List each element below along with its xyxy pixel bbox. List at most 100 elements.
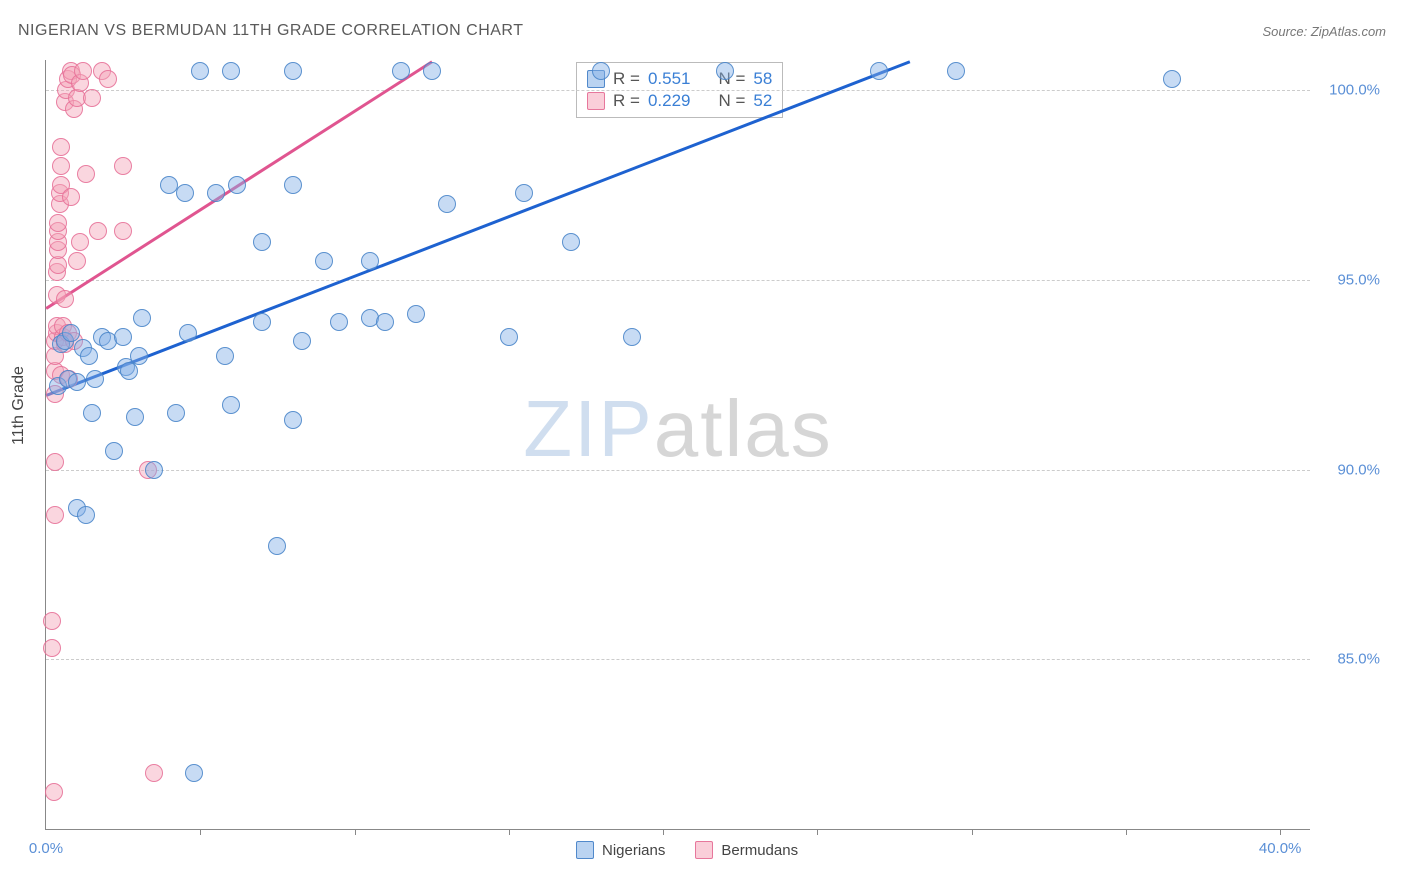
y-tick-label: 85.0% (1320, 651, 1380, 668)
data-point-nigerians (179, 324, 197, 342)
data-point-nigerians (562, 233, 580, 251)
series-legend-item: Nigerians (576, 841, 665, 859)
data-point-bermudans (43, 639, 61, 657)
legend-n-value: 58 (753, 69, 772, 89)
watermark: ZIPatlas (523, 383, 832, 475)
data-point-nigerians (592, 62, 610, 80)
data-point-nigerians (293, 332, 311, 350)
data-point-nigerians (62, 324, 80, 342)
data-point-nigerians (1163, 70, 1181, 88)
data-point-bermudans (83, 89, 101, 107)
data-point-bermudans (46, 453, 64, 471)
data-point-bermudans (68, 252, 86, 270)
data-point-bermudans (114, 157, 132, 175)
data-point-nigerians (623, 328, 641, 346)
data-point-bermudans (114, 222, 132, 240)
data-point-nigerians (167, 404, 185, 422)
series-name: Nigerians (602, 842, 665, 859)
x-tick-mark (509, 829, 510, 835)
data-point-nigerians (185, 764, 203, 782)
gridline-horizontal (46, 90, 1310, 91)
y-tick-label: 90.0% (1320, 461, 1380, 478)
data-point-nigerians (105, 442, 123, 460)
data-point-bermudans (45, 783, 63, 801)
chart-title: NIGERIAN VS BERMUDAN 11TH GRADE CORRELAT… (18, 22, 523, 40)
data-point-bermudans (74, 62, 92, 80)
data-point-bermudans (52, 138, 70, 156)
data-point-bermudans (71, 233, 89, 251)
data-point-nigerians (268, 537, 286, 555)
scatter-plot: ZIPatlas R =0.551N =58R =0.229N =52 Nige… (45, 60, 1310, 830)
series-legend: Nigerians Bermudans (576, 841, 798, 859)
legend-n-label: N = (718, 91, 745, 111)
data-point-nigerians (253, 313, 271, 331)
gridline-horizontal (46, 280, 1310, 281)
data-point-nigerians (145, 461, 163, 479)
data-point-nigerians (284, 62, 302, 80)
gridline-horizontal (46, 659, 1310, 660)
series-name: Bermudans (721, 842, 798, 859)
data-point-bermudans (89, 222, 107, 240)
data-point-nigerians (114, 328, 132, 346)
data-point-nigerians (376, 313, 394, 331)
legend-swatch (587, 92, 605, 110)
x-tick-mark (1126, 829, 1127, 835)
data-point-nigerians (438, 195, 456, 213)
y-tick-label: 95.0% (1320, 272, 1380, 289)
data-point-nigerians (126, 408, 144, 426)
data-point-nigerians (216, 347, 234, 365)
data-point-bermudans (46, 506, 64, 524)
data-point-nigerians (222, 396, 240, 414)
data-point-nigerians (176, 184, 194, 202)
data-point-nigerians (86, 370, 104, 388)
data-point-nigerians (500, 328, 518, 346)
data-point-nigerians (716, 62, 734, 80)
data-point-nigerians (870, 62, 888, 80)
trend-line-nigerians (46, 60, 911, 396)
data-point-nigerians (947, 62, 965, 80)
legend-swatch (576, 841, 594, 859)
source-attribution: Source: ZipAtlas.com (1262, 24, 1386, 39)
data-point-bermudans (43, 612, 61, 630)
data-point-nigerians (222, 62, 240, 80)
series-legend-item: Bermudans (695, 841, 798, 859)
data-point-nigerians (83, 404, 101, 422)
data-point-bermudans (56, 290, 74, 308)
data-point-nigerians (191, 62, 209, 80)
data-point-nigerians (392, 62, 410, 80)
data-point-nigerians (253, 233, 271, 251)
data-point-bermudans (145, 764, 163, 782)
data-point-nigerians (361, 252, 379, 270)
data-point-nigerians (77, 506, 95, 524)
x-tick-mark (200, 829, 201, 835)
data-point-nigerians (120, 362, 138, 380)
legend-r-value: 0.229 (648, 91, 691, 111)
data-point-bermudans (49, 214, 67, 232)
legend-swatch (695, 841, 713, 859)
data-point-nigerians (315, 252, 333, 270)
legend-row: R =0.229N =52 (587, 91, 772, 111)
legend-r-label: R = (613, 69, 640, 89)
data-point-bermudans (52, 157, 70, 175)
x-tick-label: 0.0% (29, 840, 63, 857)
y-axis-label: 11th Grade (10, 366, 28, 445)
legend-r-label: R = (613, 91, 640, 111)
x-tick-label: 40.0% (1259, 840, 1302, 857)
x-tick-mark (663, 829, 664, 835)
x-tick-mark (817, 829, 818, 835)
data-point-nigerians (423, 62, 441, 80)
x-tick-mark (355, 829, 356, 835)
data-point-nigerians (207, 184, 225, 202)
data-point-nigerians (284, 411, 302, 429)
x-tick-mark (972, 829, 973, 835)
data-point-bermudans (77, 165, 95, 183)
data-point-nigerians (330, 313, 348, 331)
data-point-nigerians (68, 373, 86, 391)
data-point-nigerians (130, 347, 148, 365)
x-tick-mark (1280, 829, 1281, 835)
gridline-horizontal (46, 470, 1310, 471)
data-point-nigerians (228, 176, 246, 194)
data-point-nigerians (515, 184, 533, 202)
legend-row: R =0.551N =58 (587, 69, 772, 89)
data-point-nigerians (284, 176, 302, 194)
